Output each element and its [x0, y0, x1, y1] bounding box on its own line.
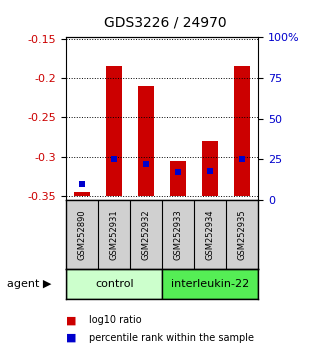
Text: percentile rank within the sample: percentile rank within the sample [89, 333, 254, 343]
Text: GSM252934: GSM252934 [206, 209, 215, 260]
Bar [138, 86, 154, 196]
Text: GSM252890: GSM252890 [78, 209, 87, 260]
Text: GSM252931: GSM252931 [110, 209, 119, 260]
Bar [162, 269, 258, 299]
Point [240, 156, 245, 162]
Point [175, 170, 181, 175]
Text: GSM252933: GSM252933 [174, 209, 183, 260]
Text: ■: ■ [66, 333, 77, 343]
Bar [66, 269, 162, 299]
Bar [202, 141, 218, 196]
Point [208, 168, 213, 173]
Text: interleukin-22: interleukin-22 [171, 279, 249, 289]
Point [144, 161, 149, 167]
Text: GDS3226 / 24970: GDS3226 / 24970 [104, 16, 227, 30]
Bar [234, 66, 250, 196]
Point [112, 156, 117, 162]
Point [79, 181, 85, 187]
Text: ■: ■ [66, 315, 77, 325]
Bar [74, 192, 90, 196]
Text: control: control [95, 279, 133, 289]
Text: log10 ratio: log10 ratio [89, 315, 142, 325]
Text: GSM252935: GSM252935 [238, 209, 247, 260]
Bar [106, 66, 122, 196]
Text: agent ▶: agent ▶ [7, 279, 51, 289]
Text: GSM252932: GSM252932 [142, 209, 151, 260]
Bar [170, 161, 186, 196]
